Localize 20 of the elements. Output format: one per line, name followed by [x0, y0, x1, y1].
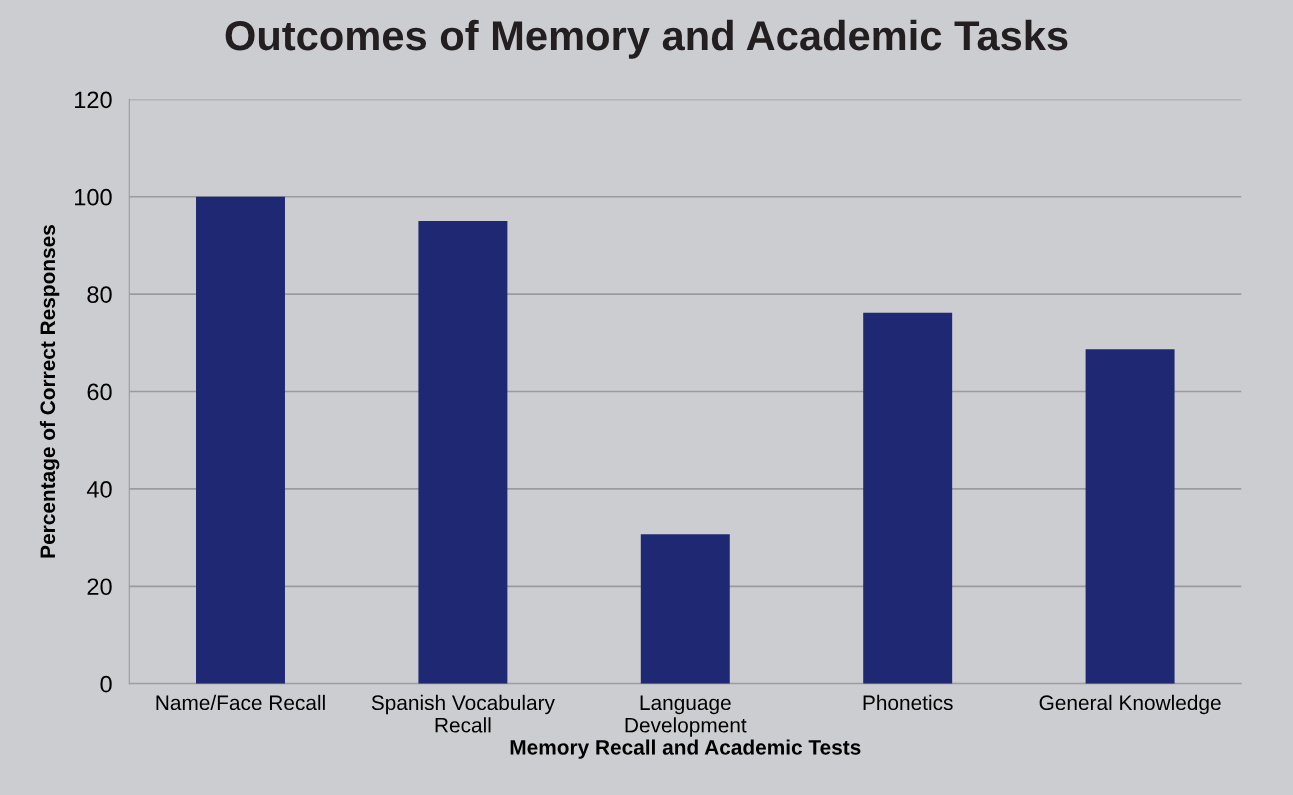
bar: [1085, 349, 1175, 684]
x-tick-label: Language Development: [625, 695, 747, 737]
bar: [640, 534, 730, 684]
y-tick-label: 60: [87, 383, 112, 401]
y-tick-label: 0: [100, 675, 112, 693]
bar: [418, 221, 508, 684]
x-tick-label: Phonetics: [863, 694, 953, 711]
y-tick-label: 80: [87, 286, 112, 303]
y-tick-label: 20: [87, 578, 112, 596]
chart-title: Outcomes of Memory and Academic Tasks: [225, 19, 1068, 59]
x-axis-title: Memory Recall and Academic Tests: [510, 739, 861, 759]
y-axis-title: Percentage of Correct Responses: [39, 225, 60, 558]
bar: [863, 312, 953, 684]
x-tick-label: Name/Face Recall: [156, 694, 325, 711]
x-tick-label: General Knowledge: [1039, 694, 1221, 715]
bar: [196, 196, 285, 684]
y-tick-label: 40: [86, 480, 112, 498]
x-tick-label: Spanish Vocabulary Recall: [371, 694, 555, 733]
y-tick-label: 120: [75, 91, 112, 109]
y-tick-label: 100: [75, 188, 112, 206]
